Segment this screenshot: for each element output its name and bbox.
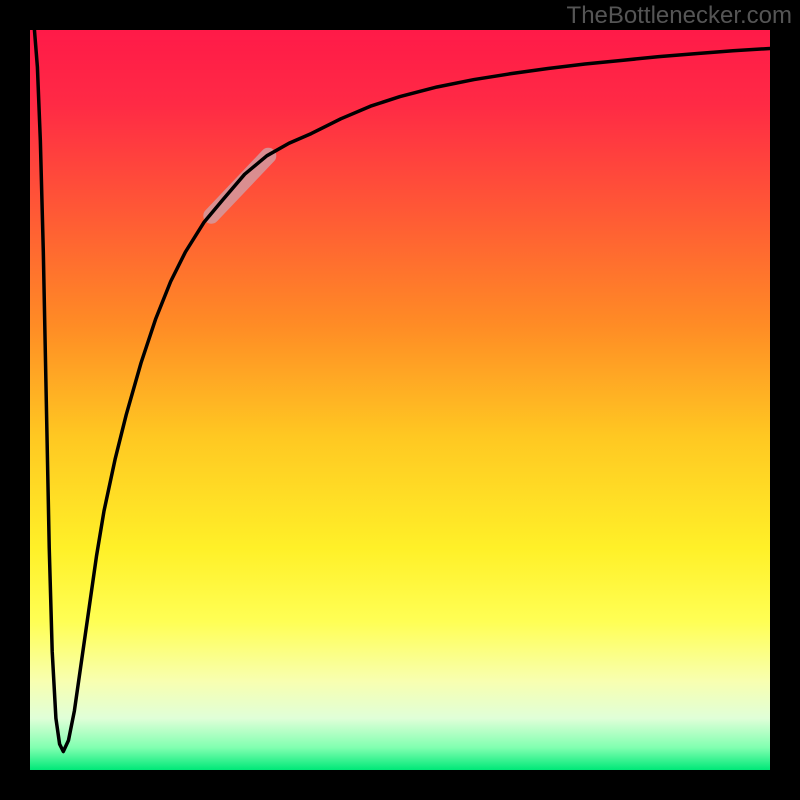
bottleneck-chart: TheBottlenecker.com [0,0,800,800]
watermark-text: TheBottlenecker.com [567,2,792,30]
chart-background [30,30,770,770]
chart-svg [0,0,800,800]
